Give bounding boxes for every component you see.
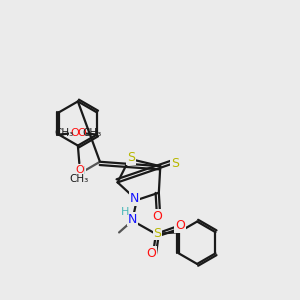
- Text: O: O: [175, 219, 185, 232]
- Text: S: S: [153, 226, 161, 239]
- Text: H: H: [76, 166, 85, 176]
- Text: S: S: [127, 151, 135, 164]
- Text: S: S: [171, 157, 179, 170]
- Text: O: O: [75, 165, 84, 175]
- Text: O: O: [146, 247, 156, 260]
- Text: O: O: [77, 128, 86, 138]
- Text: CH₃: CH₃: [82, 128, 102, 138]
- Text: N: N: [128, 213, 137, 226]
- Text: O: O: [152, 210, 162, 223]
- Text: N: N: [130, 192, 139, 205]
- Text: CH₃: CH₃: [70, 174, 89, 184]
- Text: H: H: [121, 207, 129, 217]
- Text: CH₃: CH₃: [54, 128, 73, 138]
- Text: O: O: [70, 128, 79, 138]
